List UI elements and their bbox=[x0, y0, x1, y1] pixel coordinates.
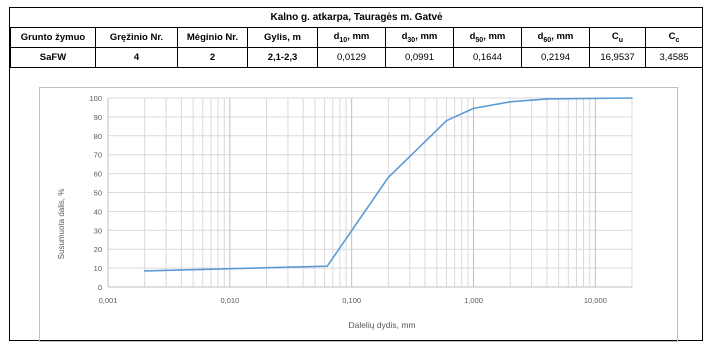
table-row: SaFW 4 2 2,1-2,3 0,0129 0,0991 0,1644 0,… bbox=[10, 47, 704, 68]
col-header-cu: Cu bbox=[589, 27, 646, 48]
cell-d50: 0,1644 bbox=[453, 47, 522, 68]
col-header-d50: d50, mm bbox=[453, 27, 522, 48]
table-header-row: Grunto žymuo Gręžinio Nr. Mėginio Nr. Gy… bbox=[10, 27, 704, 48]
col-header-d60: d60, mm bbox=[521, 27, 590, 48]
cell-sample: 2 bbox=[177, 47, 248, 68]
y-tick-label: 40 bbox=[94, 207, 102, 216]
col-header-sample: Mėginio Nr. bbox=[177, 27, 248, 48]
data-point bbox=[509, 100, 511, 103]
cell-cc: 3,4585 bbox=[644, 47, 704, 68]
series-line bbox=[144, 97, 633, 272]
table-title: Kalno g. atkarpa, Tauragės m. Gatvė bbox=[10, 8, 703, 28]
x-tick-label: 0,010 bbox=[220, 296, 239, 305]
data-point bbox=[631, 97, 633, 99]
col-header-d30: d30, mm bbox=[385, 27, 454, 48]
y-tick-label: 60 bbox=[94, 170, 102, 179]
cell-cu: 16,9537 bbox=[589, 47, 646, 68]
x-tick-label: 0,100 bbox=[342, 296, 361, 305]
chart-area: 0 10 20 30 40 50 60 70 80 90 100 0,001 0,010 0,100 1,… bbox=[39, 87, 678, 342]
y-axis-label: Susumuota dalis, % bbox=[57, 189, 66, 260]
col-header-depth: Gylis, m bbox=[247, 27, 318, 48]
x-tick-label: 1,000 bbox=[464, 296, 483, 305]
y-tick-label: 70 bbox=[94, 151, 102, 160]
y-tick-label: 100 bbox=[89, 94, 102, 103]
cell-d30: 0,0991 bbox=[385, 47, 454, 68]
col-header-soil: Grunto žymuo bbox=[10, 27, 96, 48]
data-point bbox=[546, 98, 548, 100]
cell-borehole: 4 bbox=[95, 47, 178, 68]
data-point bbox=[445, 119, 448, 122]
cell-d60: 0,2194 bbox=[521, 47, 590, 68]
data-point bbox=[326, 265, 329, 268]
x-tick-label: 10,000 bbox=[584, 296, 607, 305]
data-point bbox=[472, 107, 475, 110]
grain-size-chart: 0 10 20 30 40 50 60 70 80 90 100 0,001 0,010 0,100 1,… bbox=[57, 94, 633, 330]
y-tick-label: 90 bbox=[94, 113, 102, 122]
cell-d10: 0,0129 bbox=[317, 47, 386, 68]
data-point bbox=[387, 176, 390, 179]
y-tick-label: 30 bbox=[94, 226, 102, 235]
sheet: Kalno g. atkarpa, Tauragės m. Gatvė Grun… bbox=[9, 7, 704, 342]
summary-table: Kalno g. atkarpa, Tauragės m. Gatvė Grun… bbox=[10, 8, 704, 68]
col-header-cc: Cc bbox=[644, 27, 704, 48]
cell-soil: SaFW bbox=[10, 47, 96, 68]
data-point bbox=[143, 270, 146, 272]
y-tick-label: 50 bbox=[94, 189, 102, 198]
grid bbox=[107, 97, 633, 288]
x-tick-labels: 0,001 0,010 0,100 1,000 10,000 bbox=[99, 296, 607, 305]
y-tick-label: 0 bbox=[98, 283, 102, 292]
x-tick-label: 0,001 bbox=[99, 296, 118, 305]
cell-depth: 2,1-2,3 bbox=[247, 47, 318, 68]
col-header-borehole: Gręžinio Nr. bbox=[95, 27, 178, 48]
series-layer bbox=[143, 97, 633, 272]
y-tick-label: 10 bbox=[94, 264, 102, 273]
y-tick-labels: 0 10 20 30 40 50 60 70 80 90 100 bbox=[89, 94, 102, 292]
y-tick-label: 80 bbox=[94, 132, 102, 141]
y-tick-label: 20 bbox=[94, 245, 102, 254]
col-header-d10: d10, mm bbox=[317, 27, 386, 48]
x-axis-label: Dalelių dydis, mm bbox=[348, 320, 415, 330]
